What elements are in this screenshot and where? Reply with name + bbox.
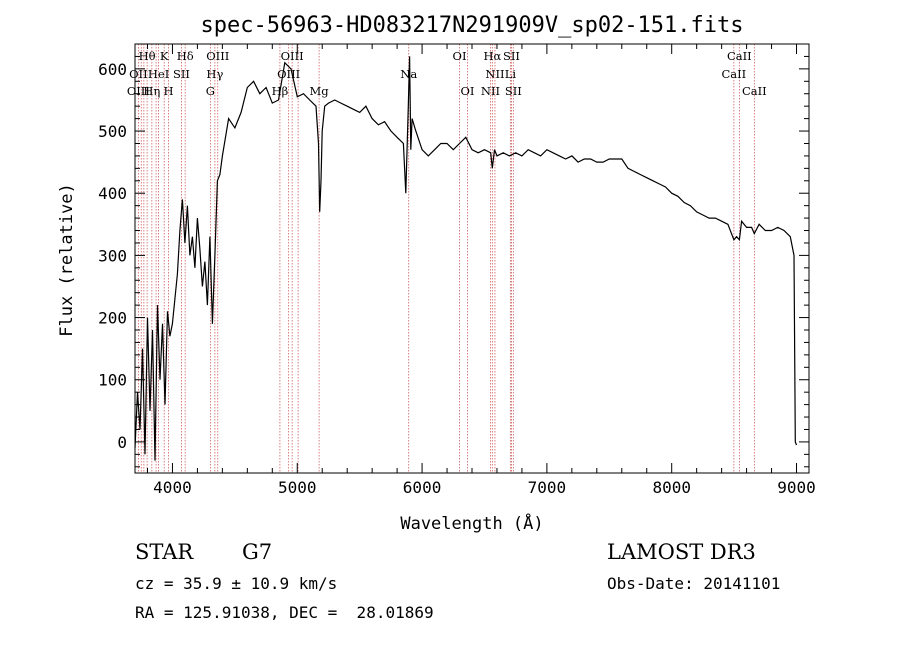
emission-line-label: OIII bbox=[277, 67, 300, 81]
emission-line-label: NII bbox=[481, 84, 500, 98]
emission-line-label: Li bbox=[505, 67, 517, 81]
emission-line-label: CaII bbox=[721, 67, 746, 81]
emission-line-label: H bbox=[164, 84, 174, 98]
plot-frame bbox=[134, 43, 810, 474]
y-tick-label: 600 bbox=[98, 60, 127, 79]
emission-line-label: Hα bbox=[483, 49, 501, 63]
chart-title: spec-56963-HD083217N291909V_sp02-151.fit… bbox=[200, 13, 743, 38]
x-tick-label: 9000 bbox=[777, 478, 816, 497]
emission-line-label: Hθ bbox=[139, 49, 156, 63]
object-type: STAR bbox=[135, 540, 194, 564]
survey-name: LAMOST DR3 bbox=[607, 540, 756, 564]
emission-line-label: SII bbox=[505, 84, 522, 98]
emission-line-label: Hη bbox=[143, 84, 160, 98]
y-tick-label: 500 bbox=[98, 122, 127, 141]
emission-line-label: Hγ bbox=[206, 67, 223, 81]
emission-line-label: SII bbox=[503, 49, 520, 63]
x-tick-label: 7000 bbox=[528, 478, 567, 497]
emission-line-label: OIII bbox=[281, 49, 304, 63]
x-tick-label: 5000 bbox=[278, 478, 317, 497]
emission-line-label: G bbox=[206, 84, 215, 98]
y-axis-label: Flux (relative) bbox=[57, 183, 77, 337]
emission-line-label: SII bbox=[173, 67, 190, 81]
y-tick-label: 0 bbox=[117, 433, 127, 452]
x-tick-label: 8000 bbox=[652, 478, 691, 497]
emission-line-label: HeI bbox=[148, 67, 169, 81]
x-tick-label: 4000 bbox=[153, 478, 192, 497]
x-axis: 4000 5000 6000 7000 8000 9000 bbox=[146, 44, 816, 497]
emission-line-label: K bbox=[160, 49, 169, 63]
y-tick-label: 100 bbox=[98, 371, 127, 390]
y-tick-label: 400 bbox=[98, 184, 127, 203]
x-axis-label: Wavelength (Å) bbox=[400, 512, 543, 534]
y-tick-label: 300 bbox=[98, 246, 127, 265]
redshift-velocity: cz = 35.9 ± 10.9 km/s bbox=[135, 574, 338, 593]
y-axis: 0 100 200 300 400 500 600 bbox=[98, 43, 809, 468]
emission-line-label: OIII bbox=[206, 49, 229, 63]
x-tick-label: 6000 bbox=[403, 478, 442, 497]
emission-line-label: OII bbox=[129, 67, 148, 81]
emission-line-markers bbox=[137, 44, 755, 473]
y-tick-label: 200 bbox=[98, 309, 127, 328]
emission-line-label: NII bbox=[485, 67, 504, 81]
ra-dec: RA = 125.91038, DEC = 28.01869 bbox=[135, 603, 434, 622]
spectrum-line bbox=[134, 56, 798, 461]
emission-line-label: OIII bbox=[127, 84, 150, 98]
observation-date: Obs-Date: 20141101 bbox=[607, 574, 781, 593]
emission-line-label: CaII bbox=[727, 49, 752, 63]
emission-line-label: Hδ bbox=[177, 49, 194, 63]
emission-line-label: OI bbox=[453, 49, 467, 63]
emission-line-label: CaII bbox=[742, 84, 767, 98]
emission-line-label: Mg bbox=[310, 84, 330, 98]
spectral-subclass: G7 bbox=[242, 540, 273, 564]
emission-line-label: OI bbox=[461, 84, 475, 98]
